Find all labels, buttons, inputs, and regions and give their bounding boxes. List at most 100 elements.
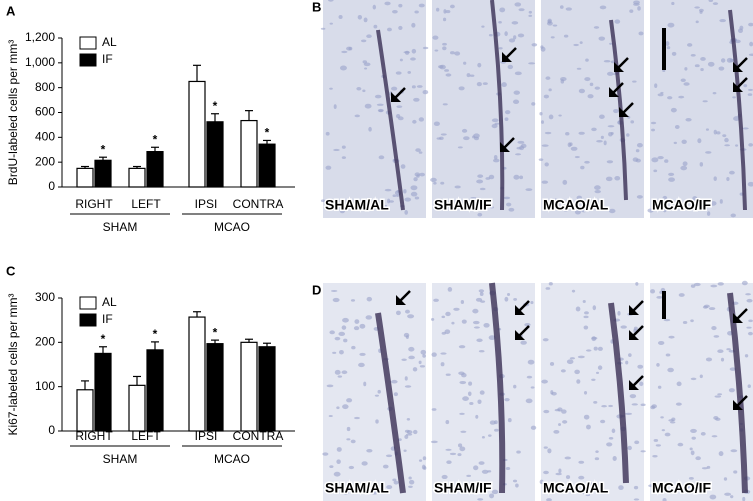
cell	[671, 51, 677, 56]
cell	[558, 468, 562, 474]
cell	[558, 114, 562, 117]
cell	[445, 448, 452, 451]
cell	[648, 484, 656, 488]
cell	[663, 318, 671, 322]
cell	[516, 450, 521, 454]
cell	[328, 0, 334, 2]
cell	[467, 391, 472, 397]
cell	[719, 199, 723, 204]
cell	[584, 77, 591, 82]
cell	[341, 370, 348, 375]
cell	[342, 404, 349, 410]
streak	[608, 302, 629, 484]
cell	[350, 299, 356, 302]
cell	[561, 409, 567, 414]
bar	[258, 346, 276, 432]
legend-swatch	[79, 313, 97, 327]
cell	[695, 20, 699, 24]
cell	[575, 306, 581, 312]
group-label: MCAO	[214, 220, 250, 234]
cell	[608, 404, 613, 408]
image-label: SHAM/IF	[434, 480, 492, 496]
cell	[390, 379, 398, 384]
cell	[652, 455, 658, 458]
cell	[735, 144, 739, 147]
cell	[626, 133, 630, 137]
cell	[558, 423, 562, 426]
cell	[494, 122, 500, 125]
cell	[713, 335, 720, 338]
cell	[701, 467, 708, 470]
arrow-head	[629, 305, 639, 315]
cell	[647, 208, 654, 213]
cell	[387, 198, 391, 204]
cell	[479, 291, 484, 297]
error-bar	[151, 146, 159, 152]
micrograph	[538, 0, 644, 218]
cell	[633, 3, 640, 6]
cell	[504, 397, 510, 402]
micrograph	[647, 0, 753, 218]
streak	[728, 9, 747, 211]
cell	[386, 27, 392, 32]
bar	[188, 316, 206, 432]
cell	[341, 156, 346, 159]
cell	[508, 38, 516, 43]
cell	[343, 338, 348, 343]
cell	[749, 41, 753, 47]
cell	[650, 405, 656, 410]
cell	[505, 466, 511, 471]
cell	[630, 120, 635, 124]
cell	[670, 107, 677, 113]
cell	[384, 188, 392, 192]
cell	[491, 489, 499, 495]
cell	[516, 146, 522, 150]
arrow-head	[733, 400, 743, 410]
cell	[653, 439, 659, 442]
cell	[322, 452, 329, 456]
cell	[603, 59, 611, 63]
cell	[702, 305, 709, 309]
cell	[443, 9, 447, 14]
cell	[488, 174, 495, 180]
cell	[640, 403, 646, 407]
cell	[668, 177, 675, 182]
cell	[494, 420, 498, 425]
cell	[733, 470, 738, 474]
cell	[517, 33, 525, 38]
cell	[320, 199, 326, 203]
y-tick-label: 1,000	[25, 55, 55, 69]
cell	[501, 82, 507, 88]
cell	[691, 436, 696, 440]
cell	[368, 126, 372, 132]
bar	[94, 159, 112, 188]
cell	[525, 188, 533, 192]
cell	[625, 360, 629, 365]
cell	[396, 105, 403, 109]
cell	[607, 71, 614, 76]
cell	[457, 443, 463, 448]
cell	[747, 181, 753, 187]
legend-swatch	[79, 296, 97, 310]
cell	[561, 207, 565, 210]
cell	[574, 209, 581, 215]
cell	[715, 417, 721, 421]
cell	[544, 162, 549, 167]
cell	[411, 22, 416, 28]
cell	[454, 185, 461, 189]
cell	[514, 153, 522, 156]
arrow-head	[391, 92, 401, 102]
cell	[631, 403, 638, 406]
x-tick-label: RIGHT	[75, 197, 113, 211]
arrow-head	[500, 142, 510, 152]
cell	[329, 330, 335, 335]
cell	[596, 371, 600, 374]
cell	[730, 495, 734, 499]
cell	[357, 14, 363, 20]
bar	[146, 349, 164, 432]
cell	[362, 89, 366, 93]
micrograph	[322, 283, 427, 501]
cell	[550, 36, 555, 39]
cell	[662, 195, 668, 200]
